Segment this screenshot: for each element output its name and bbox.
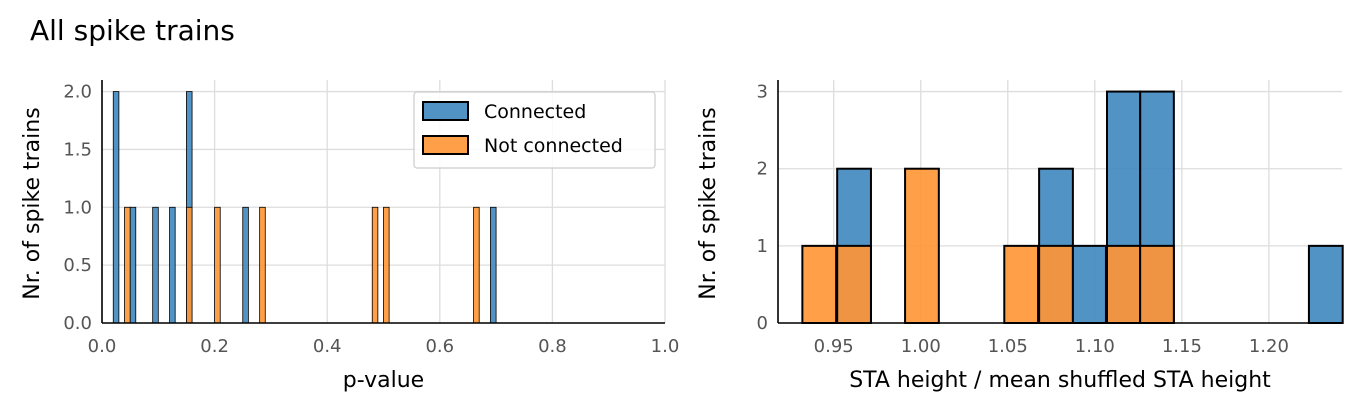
bar-connected [242, 206, 249, 324]
x-tick-label: 1.20 [1249, 336, 1289, 357]
x-tick-label: 0.95 [814, 336, 854, 357]
y-tick-label: 3 [757, 82, 768, 103]
x-tick-label: 1.00 [901, 336, 941, 357]
x-tick-label: 0.8 [538, 336, 567, 357]
x-tick-label: 1.05 [988, 336, 1028, 357]
y-axis-label: Nr. of spike trains [20, 107, 45, 299]
bar-not-connected [214, 206, 221, 324]
y-tick-label: 0.5 [63, 255, 92, 276]
bar-connected [152, 206, 159, 324]
x-tick-label: 0.2 [200, 336, 229, 357]
y-tick-label: 2 [757, 159, 768, 180]
chart-panel-pvalue: 0.0 0.2 0.4 0.6 0.8 1.0 0.0 0.5 1.0 1.5 2.0 p-value… [20, 80, 679, 393]
x-tick-label: 0.6 [425, 336, 454, 357]
legend-label: Not connected [484, 135, 623, 157]
legend-swatch-not-connected [422, 135, 469, 155]
bar-connected [169, 206, 176, 324]
bar-connected [112, 91, 120, 324]
y-tick-label: 1 [757, 236, 768, 257]
y-tick-label: 1.5 [63, 139, 92, 160]
bar-not-connected [383, 206, 390, 324]
legend-label: Connected [484, 101, 586, 123]
y-tick-label: 0.0 [63, 313, 92, 334]
bar-not-connected [1106, 244, 1142, 325]
x-tick-label: 0.4 [313, 336, 342, 357]
bar-not-connected [124, 206, 131, 324]
x-tick-label: 0.0 [88, 336, 117, 357]
legend-swatch-connected [422, 101, 469, 121]
x-tick-label: 1.15 [1162, 336, 1202, 357]
bar-not-connected [371, 206, 379, 324]
bar-not-connected [1003, 244, 1040, 325]
y-tick-label: 2.0 [63, 82, 92, 103]
y-tick-label: 1.0 [63, 197, 92, 218]
bar-connected [1071, 244, 1107, 325]
chart-panel-sta-height: 0.95 1.00 1.05 1.10 1.15 1.20 0 1 2 3 STA height /… [696, 80, 1344, 393]
x-tick-label: 1.0 [651, 336, 680, 357]
y-tick-label: 0 [757, 313, 768, 334]
bar-not-connected [1038, 244, 1074, 325]
bar-not-connected [836, 244, 872, 325]
legend-box [413, 91, 656, 169]
x-tick-label: 1.10 [1075, 336, 1115, 357]
x-axis-label: STA height / mean shuffled STA height [849, 368, 1271, 393]
bar-not-connected [904, 167, 940, 324]
figure-title: All spike trains [30, 14, 235, 47]
y-axis-label: Nr. of spike trains [696, 107, 721, 299]
bar-not-connected [473, 206, 480, 324]
x-axis-label: p-value [343, 368, 424, 393]
bar-connected [490, 206, 497, 324]
bar-not-connected [801, 244, 838, 325]
bar-not-connected [186, 206, 193, 324]
bar-not-connected [259, 206, 266, 324]
bar-not-connected [1139, 244, 1175, 325]
bar-connected [1307, 244, 1344, 325]
bar-connected [129, 206, 137, 324]
